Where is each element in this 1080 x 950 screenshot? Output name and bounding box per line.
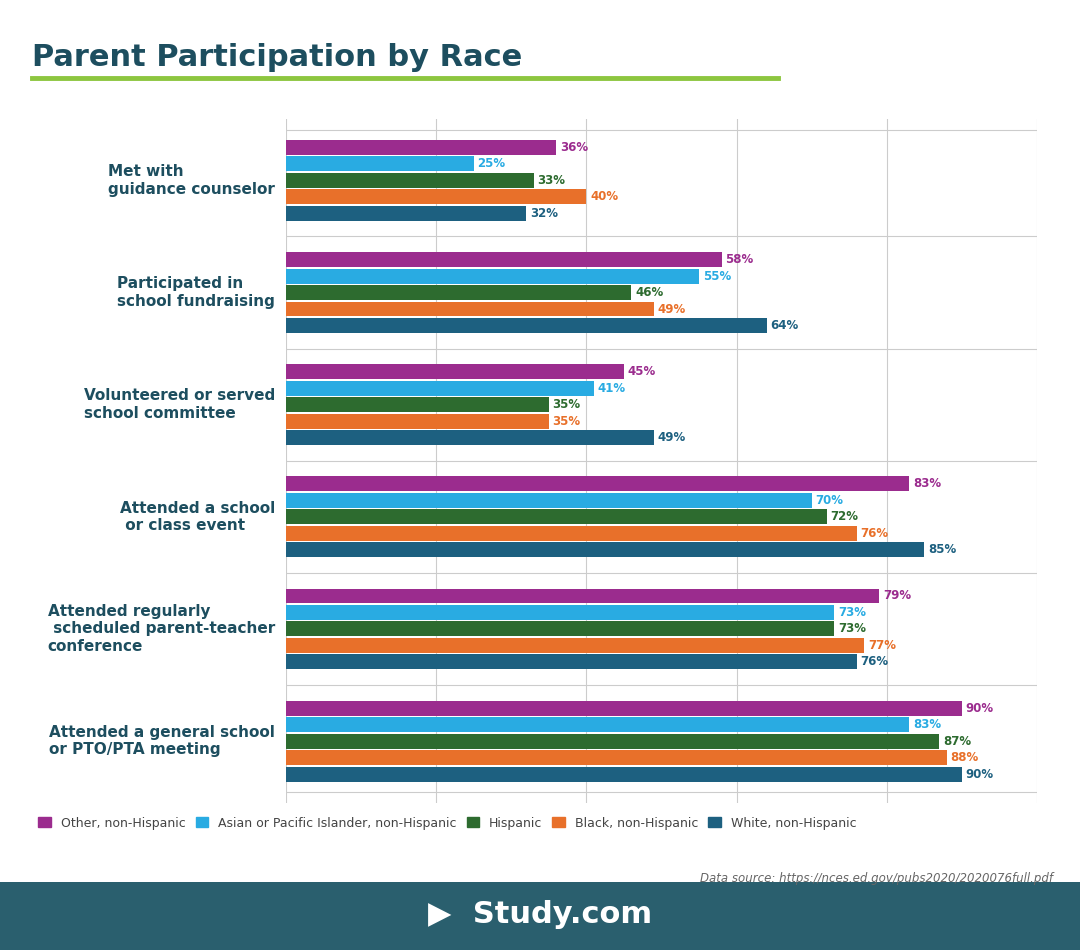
Text: 35%: 35%: [553, 414, 581, 428]
Text: 49%: 49%: [658, 302, 686, 315]
Text: 90%: 90%: [966, 768, 994, 781]
Bar: [286, 621, 834, 637]
Bar: [286, 413, 549, 428]
Bar: [286, 655, 856, 670]
Text: 88%: 88%: [950, 751, 978, 764]
Bar: [286, 381, 594, 395]
Bar: [286, 364, 624, 379]
Text: 33%: 33%: [538, 174, 566, 187]
Text: 64%: 64%: [770, 319, 798, 332]
Text: 76%: 76%: [861, 656, 889, 669]
Bar: [286, 301, 654, 316]
Text: 87%: 87%: [943, 734, 971, 748]
Bar: [286, 542, 924, 558]
Bar: [286, 157, 474, 171]
Bar: [286, 269, 699, 283]
Bar: [286, 430, 654, 446]
Text: 73%: 73%: [838, 606, 866, 619]
Bar: [286, 318, 767, 333]
Bar: [286, 717, 909, 732]
Text: 45%: 45%: [627, 365, 656, 378]
Bar: [286, 476, 909, 491]
Text: 83%: 83%: [913, 477, 941, 490]
Text: Data source: https://nces.ed.gov/pubs2020/2020076full.pdf: Data source: https://nces.ed.gov/pubs202…: [700, 872, 1053, 885]
Text: 85%: 85%: [928, 543, 956, 557]
Text: 76%: 76%: [861, 527, 889, 540]
Text: 41%: 41%: [597, 382, 625, 394]
Text: 77%: 77%: [868, 639, 896, 652]
Text: 32%: 32%: [530, 207, 558, 219]
Bar: [286, 526, 856, 541]
Text: 72%: 72%: [831, 510, 859, 523]
Bar: [286, 750, 947, 765]
Text: 49%: 49%: [658, 431, 686, 445]
Text: 90%: 90%: [966, 702, 994, 714]
Bar: [286, 206, 526, 220]
Text: 40%: 40%: [590, 190, 619, 203]
Text: 73%: 73%: [838, 622, 866, 636]
Text: 46%: 46%: [635, 286, 663, 299]
Bar: [286, 252, 721, 267]
Bar: [286, 493, 812, 508]
Text: 36%: 36%: [561, 141, 589, 154]
Bar: [286, 733, 940, 749]
Bar: [286, 397, 549, 412]
Text: 58%: 58%: [726, 253, 754, 266]
Legend: Other, non-Hispanic, Asian or Pacific Islander, non-Hispanic, Hispanic, Black, n: Other, non-Hispanic, Asian or Pacific Is…: [33, 811, 862, 834]
Text: 79%: 79%: [883, 590, 912, 602]
Text: Parent Participation by Race: Parent Participation by Race: [32, 43, 523, 72]
Text: 70%: 70%: [815, 494, 843, 507]
Text: ▶  Study.com: ▶ Study.com: [428, 900, 652, 929]
Bar: [286, 509, 826, 524]
Bar: [286, 140, 556, 155]
Text: 83%: 83%: [913, 718, 941, 732]
Bar: [286, 173, 534, 188]
Text: 35%: 35%: [553, 398, 581, 411]
Text: 25%: 25%: [477, 158, 505, 170]
Bar: [286, 767, 962, 782]
Bar: [286, 285, 632, 300]
Bar: [286, 701, 962, 715]
Bar: [286, 588, 879, 603]
Bar: [286, 638, 864, 653]
Bar: [286, 605, 834, 620]
Text: 55%: 55%: [703, 270, 731, 282]
Bar: [286, 189, 586, 204]
